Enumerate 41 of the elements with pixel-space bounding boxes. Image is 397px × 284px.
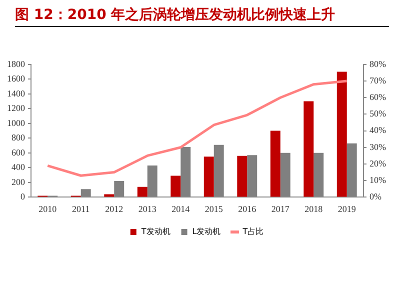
y-tick-label: 800 bbox=[12, 132, 26, 143]
bar bbox=[336, 72, 347, 197]
bar bbox=[204, 156, 214, 197]
y2-tick-label: 10% bbox=[370, 174, 387, 185]
x-tick-label: 2017 bbox=[271, 204, 290, 214]
bar bbox=[304, 101, 314, 197]
y2-tick-label: 50% bbox=[370, 108, 387, 119]
legend-label: L发动机 bbox=[192, 227, 221, 236]
y2-tick-label: 0% bbox=[370, 192, 382, 202]
y2-tick-label: 40% bbox=[370, 125, 387, 136]
x-tick-label: 2013 bbox=[138, 204, 157, 214]
y-tick-label: 600 bbox=[12, 147, 26, 158]
y2-tick-label: 20% bbox=[370, 158, 387, 168]
x-tick-label: 2014 bbox=[172, 204, 190, 214]
y-tick-label: 1800 bbox=[7, 58, 26, 69]
y-tick-label: 1200 bbox=[7, 103, 26, 114]
y-tick-label: 0 bbox=[20, 192, 26, 202]
y-tick-label: 1400 bbox=[7, 88, 26, 98]
bar bbox=[237, 156, 248, 197]
x-tick-label: 2015 bbox=[204, 204, 224, 214]
y2-tick-label: 60% bbox=[370, 92, 387, 102]
bar bbox=[104, 194, 114, 197]
legend-label: T发动机 bbox=[140, 227, 170, 236]
x-tick-label: 2012 bbox=[105, 204, 124, 214]
bar bbox=[170, 176, 181, 197]
x-tick-label: 2011 bbox=[72, 204, 90, 214]
y2-tick-label: 80% bbox=[370, 58, 387, 69]
chart-title: 图 12：2010 年之后涡轮增压发动机比例快速上升 bbox=[15, 6, 336, 24]
y-tick-label: 1600 bbox=[7, 74, 26, 84]
bar bbox=[270, 130, 280, 197]
y2-tick-label: 70% bbox=[370, 75, 387, 86]
legend-label: T占比 bbox=[242, 227, 264, 236]
x-tick-label: 2010 bbox=[38, 204, 58, 214]
y-tick-label: 200 bbox=[12, 176, 26, 187]
y2-tick-label: 30% bbox=[370, 142, 387, 152]
x-tick-label: 2018 bbox=[304, 204, 324, 214]
x-tick-label: 2016 bbox=[238, 204, 257, 214]
y-tick-label: 1000 bbox=[7, 118, 26, 128]
bar bbox=[137, 186, 148, 197]
y-tick-label: 400 bbox=[12, 162, 26, 172]
x-tick-label: 2019 bbox=[338, 204, 356, 214]
